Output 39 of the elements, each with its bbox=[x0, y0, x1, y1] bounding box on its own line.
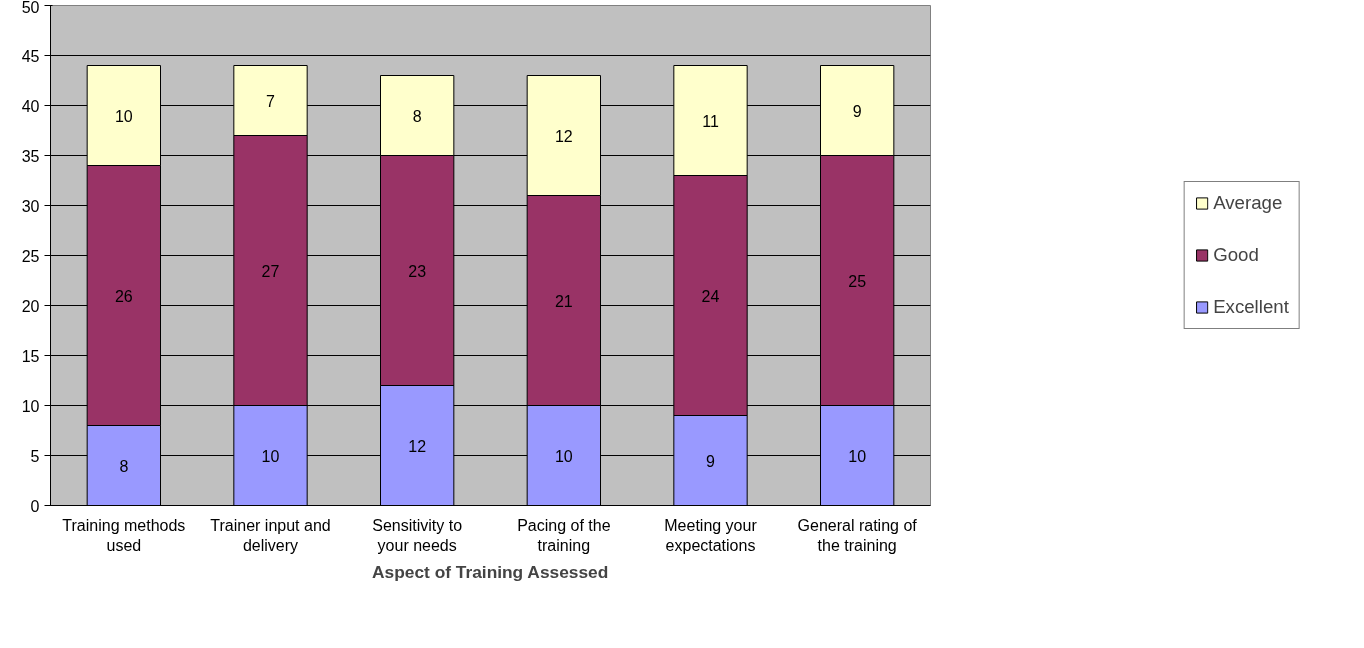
x-axis-title: Aspect of Training Assessed bbox=[372, 561, 609, 582]
y-tick-label: 0 bbox=[30, 497, 40, 515]
legend-label: Good bbox=[1213, 244, 1259, 266]
y-tick-label: 40 bbox=[21, 97, 40, 115]
data-label: 25 bbox=[848, 272, 867, 290]
data-label: 23 bbox=[408, 262, 427, 280]
x-tick-label: Trainer input and delivery bbox=[210, 516, 331, 554]
y-tick-label: 25 bbox=[21, 247, 40, 265]
x-tick-label: Sensitivity to your needs bbox=[372, 516, 463, 554]
data-label: 10 bbox=[114, 107, 133, 125]
x-tick-label: Pacing of the training bbox=[517, 516, 611, 554]
data-label: 24 bbox=[701, 287, 720, 305]
data-label: 10 bbox=[848, 447, 867, 465]
data-label: 27 bbox=[261, 262, 280, 280]
data-label: 9 bbox=[852, 102, 862, 120]
data-label: 12 bbox=[408, 437, 427, 455]
y-tick-label: 45 bbox=[21, 47, 40, 65]
y-tick-label: 50 bbox=[21, 0, 40, 16]
legend-label: Excellent bbox=[1213, 296, 1289, 318]
y-tick-label: 5 bbox=[30, 447, 40, 465]
y-tick-label: 20 bbox=[21, 297, 40, 315]
legend-label: Average bbox=[1213, 192, 1283, 214]
data-label: 7 bbox=[266, 92, 276, 110]
data-label: 10 bbox=[554, 447, 573, 465]
y-tick-label: 30 bbox=[21, 197, 40, 215]
y-tick-label: 15 bbox=[21, 347, 40, 365]
x-tick-label: Meeting your expectations bbox=[664, 516, 758, 554]
x-tick-label: General rating of the training bbox=[797, 516, 918, 554]
data-label: 11 bbox=[702, 112, 719, 130]
data-label: 12 bbox=[554, 127, 573, 145]
data-label: 21 bbox=[554, 292, 573, 310]
y-tick-label: 10 bbox=[21, 397, 40, 415]
x-tick-label: Training methods used bbox=[62, 516, 186, 554]
data-label: 26 bbox=[114, 287, 133, 305]
data-label: 8 bbox=[412, 107, 422, 125]
data-label: 9 bbox=[706, 452, 716, 470]
y-tick-label: 35 bbox=[21, 147, 40, 165]
data-label: 8 bbox=[119, 457, 129, 475]
data-label: 10 bbox=[261, 447, 280, 465]
